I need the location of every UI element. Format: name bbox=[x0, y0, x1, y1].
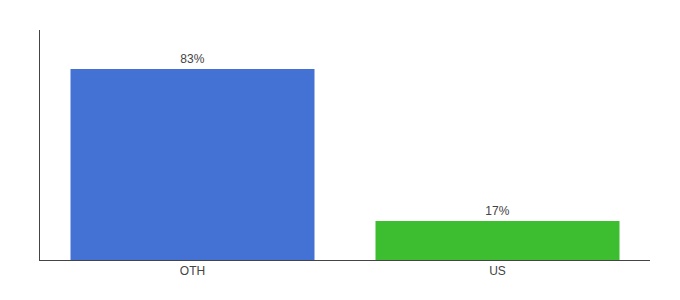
svg-text:83%: 83% bbox=[180, 52, 204, 66]
svg-text:17%: 17% bbox=[485, 204, 509, 218]
svg-text:US: US bbox=[489, 264, 506, 278]
svg-text:OTH: OTH bbox=[180, 264, 205, 278]
